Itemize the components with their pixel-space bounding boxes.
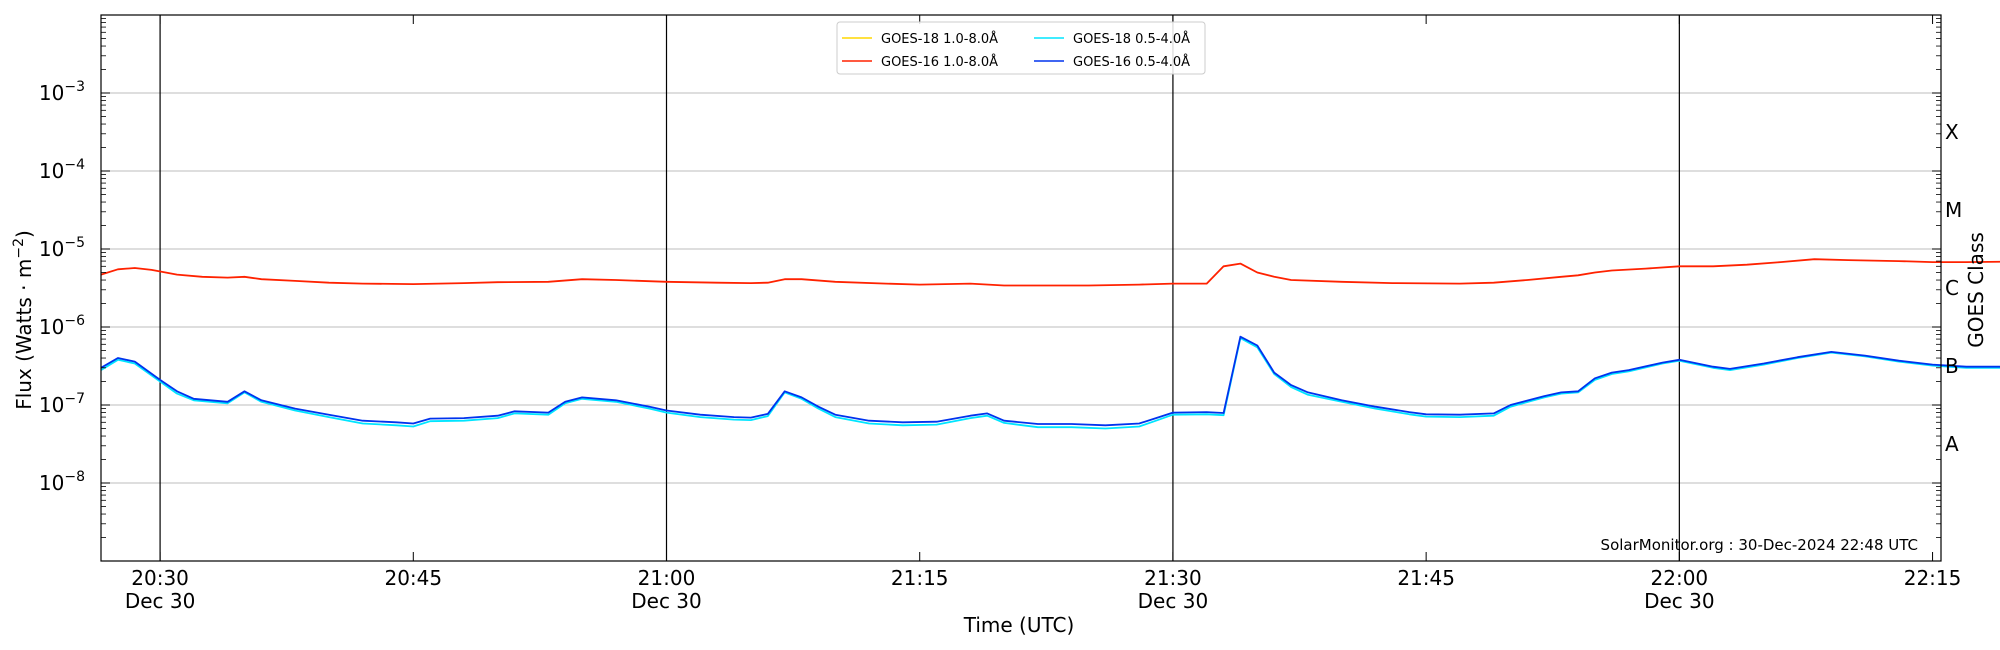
goes-class-M: M xyxy=(1945,198,1962,222)
y-tick-label-base-5: 10 xyxy=(39,81,64,105)
y2-axis-title: GOES Class xyxy=(1964,232,1988,348)
goes-class-X: X xyxy=(1945,120,1959,144)
y-tick-label-base-4: 10 xyxy=(39,159,64,183)
grid-layer xyxy=(101,92,1941,484)
x-tick-label-5: 21:45 xyxy=(1397,566,1455,590)
x-tick-date-6: Dec 30 xyxy=(1644,589,1715,613)
y-tick-label-exp-4: −4 xyxy=(64,157,85,173)
x-tick-label-1: 20:45 xyxy=(384,566,442,590)
plot-area xyxy=(101,15,1941,561)
y-tick-label-exp-1: −7 xyxy=(64,391,85,407)
y-axis-title-main: Flux (Watts · m xyxy=(12,259,36,410)
series-line-2 xyxy=(100,335,2000,427)
y-tick-label-5: 10−3 xyxy=(39,79,85,105)
legend-label-2: GOES-16 1.0-8.0Å xyxy=(881,54,998,70)
y-tick-label-exp-0: −8 xyxy=(64,469,85,485)
x-tick-date-0: Dec 30 xyxy=(125,589,196,613)
y-tick-label-base-3: 10 xyxy=(39,237,64,261)
x-tick-date-4: Dec 30 xyxy=(1138,589,1209,613)
ticks xyxy=(101,15,1941,561)
plot-frame xyxy=(100,14,1942,562)
x-tick-label-6: 22:00 xyxy=(1651,566,1709,590)
y-tick-labels: 10−810−710−610−510−410−3 xyxy=(39,79,85,495)
y-tick-label-4: 10−4 xyxy=(39,157,85,183)
y-tick-label-base-1: 10 xyxy=(39,393,64,417)
goes-class-A: A xyxy=(1945,432,1959,456)
series-line-1 xyxy=(100,337,2000,430)
legend-label-0: GOES-18 1.0-8.0Å xyxy=(881,31,998,47)
x-tick-label-2: 21:00 xyxy=(638,566,696,590)
goes-class-B: B xyxy=(1945,354,1959,378)
y-tick-label-exp-3: −5 xyxy=(64,235,85,251)
legend-box xyxy=(836,21,1206,75)
x-tick-date-2: Dec 30 xyxy=(631,589,702,613)
y-tick-label-exp-2: −6 xyxy=(64,313,85,329)
y-tick-label-3: 10−5 xyxy=(39,235,85,261)
series-layer xyxy=(100,258,2000,430)
y-tick-label-base-0: 10 xyxy=(39,471,64,495)
vertical-lines xyxy=(159,15,1680,561)
x-tick-label-0: 20:30 xyxy=(131,566,189,590)
y-tick-label-2: 10−6 xyxy=(39,313,85,339)
y-axis-title-close: ) xyxy=(12,230,36,238)
x-tick-label-3: 21:15 xyxy=(891,566,949,590)
goes-class-C: C xyxy=(1945,276,1959,300)
x-axis-title: Time (UTC) xyxy=(963,613,1075,637)
legend-label-3: GOES-16 0.5-4.0Å xyxy=(1073,54,1190,70)
y-tick-label-exp-5: −3 xyxy=(64,79,85,95)
y-tick-label-0: 10−8 xyxy=(39,469,85,495)
goes-class-labels: A B C M X xyxy=(1945,120,1962,456)
legend-label-1: GOES-18 0.5-4.0Å xyxy=(1073,31,1190,47)
x-tick-label-7: 22:15 xyxy=(1904,566,1962,590)
y-tick-label-1: 10−7 xyxy=(39,391,85,417)
series-line-0 xyxy=(100,258,2000,287)
y-axis-title-exp: −2 xyxy=(11,238,27,259)
y-axis-title: Flux (Watts · m−2) xyxy=(11,230,36,410)
legend: GOES-18 1.0-8.0Å GOES-18 0.5-4.0Å GOES-1… xyxy=(836,21,1206,75)
x-tick-label-4: 21:30 xyxy=(1144,566,1202,590)
y-tick-label-base-2: 10 xyxy=(39,315,64,339)
credit-text: SolarMonitor.org : 30-Dec-2024 22:48 UTC xyxy=(1601,536,1918,554)
